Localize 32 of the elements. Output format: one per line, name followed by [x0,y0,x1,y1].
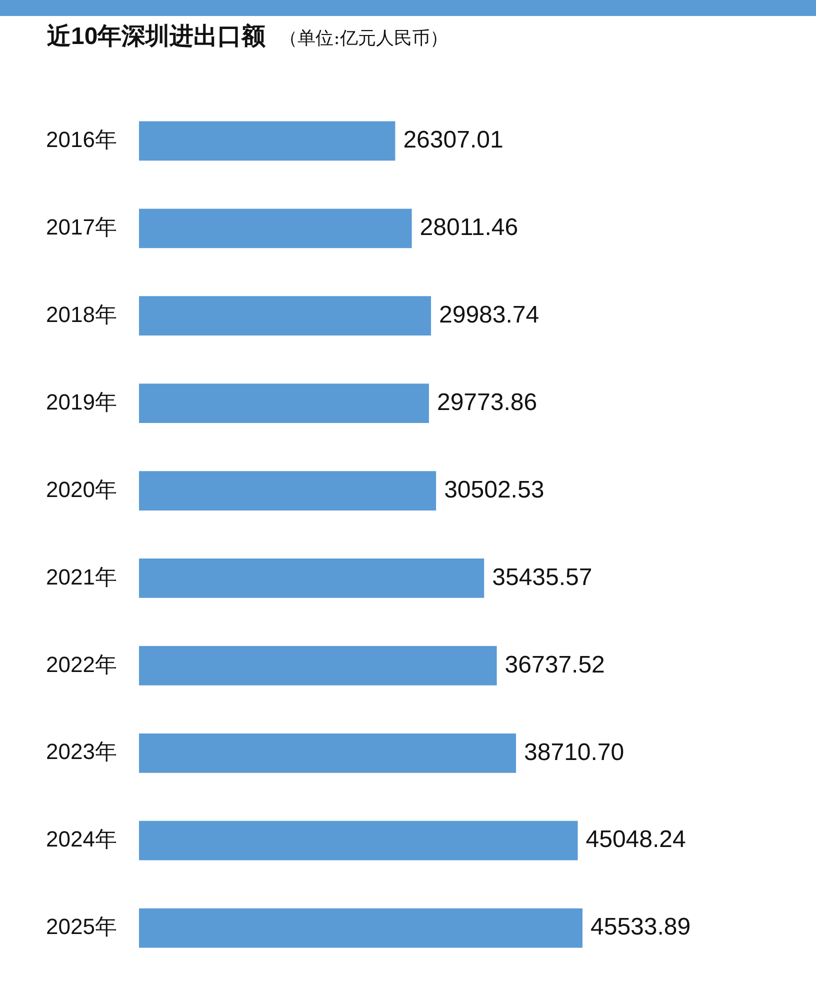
y-tick-label: 2021年 [46,564,117,590]
y-tick-label: 2017年 [46,214,117,240]
bar [138,820,578,860]
bar [138,208,412,248]
data-label: 38710.70 [524,738,624,766]
data-label: 36737.52 [504,651,605,678]
bar [138,733,516,773]
data-label: 45048.24 [586,826,686,854]
y-tick-label: 2023年 [46,739,117,764]
y-tick-label: 2018年 [46,302,117,327]
data-label: 28011.46 [420,214,518,242]
y-tick-label: 2022年 [46,652,117,677]
chart-subtitle: （单位:亿元人民币） [280,28,448,49]
data-label: 45533.89 [590,914,691,941]
y-tick-label: 2020年 [46,476,117,502]
data-label: 29773.86 [436,388,538,416]
chart-title: 近10年深圳进出口额 [47,23,266,50]
bar [138,646,497,686]
bar [138,121,396,161]
data-label: 29983.74 [439,301,540,328]
bar [138,296,432,336]
bar [138,908,582,948]
y-tick-label: 2019年 [46,389,117,414]
data-label: 35435.57 [492,564,592,591]
bar [138,558,484,598]
y-tick-label: 2016年 [46,126,117,152]
data-label: 30502.53 [444,476,544,504]
y-tick-label: 2024年 [46,826,117,852]
bar [138,384,429,423]
bar [138,471,436,510]
data-label: 26307.01 [403,126,504,154]
y-tick-label: 2025年 [46,914,117,940]
